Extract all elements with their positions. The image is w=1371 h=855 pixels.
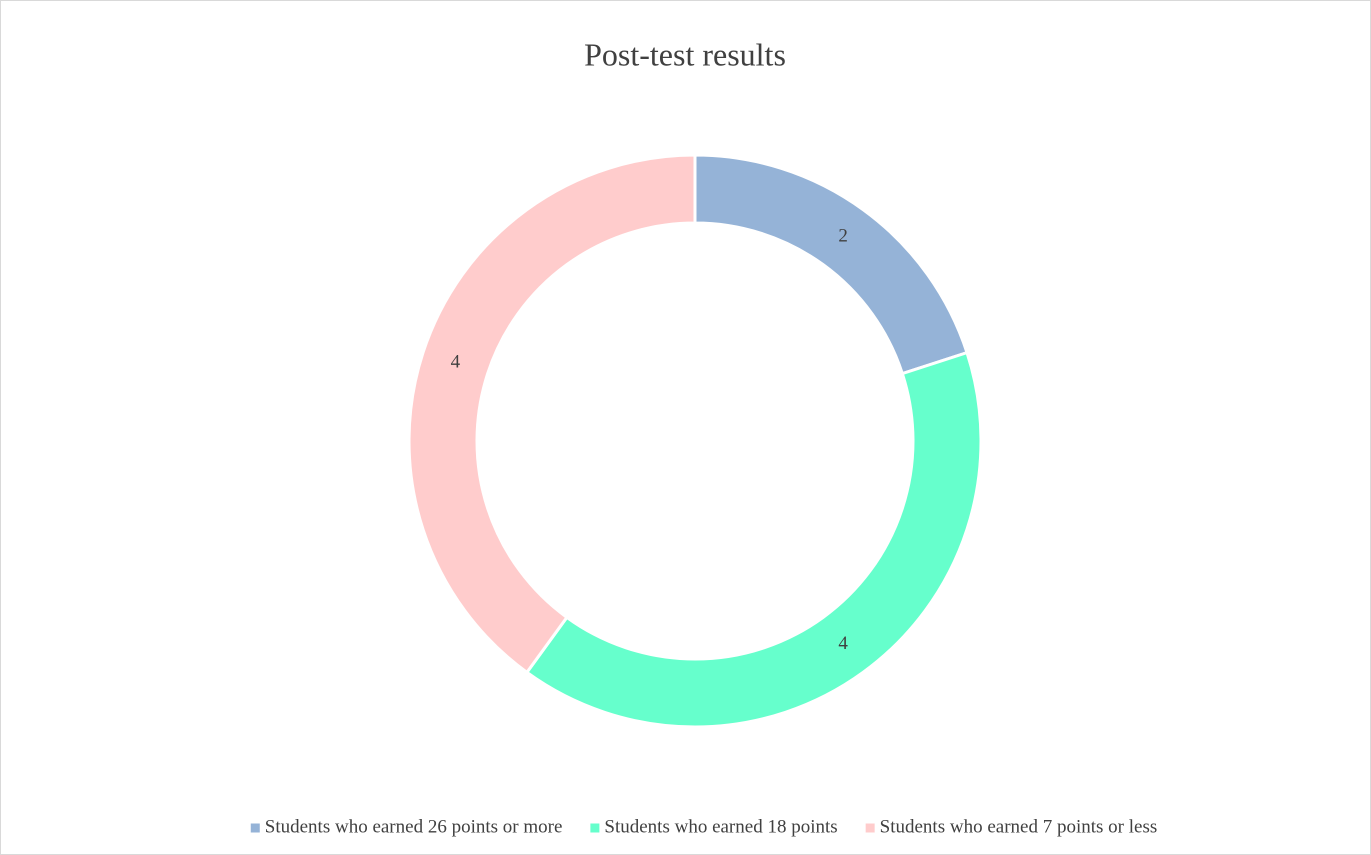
data-label: 4: [838, 633, 848, 654]
legend-label: Students who earned 26 points or more: [265, 816, 563, 837]
legend-swatch: [250, 823, 260, 833]
legend-swatch: [865, 823, 875, 833]
donut-segment: [524, 350, 983, 729]
legend-label: Students who earned 18 points: [604, 816, 837, 837]
legend-swatch: [590, 823, 600, 833]
chart-title: Post-test results: [584, 36, 786, 72]
legend-label: Students who earned 7 points or less: [880, 816, 1158, 837]
donut-segment: [407, 153, 697, 675]
data-label: 2: [838, 225, 848, 246]
data-label: 4: [451, 351, 461, 372]
